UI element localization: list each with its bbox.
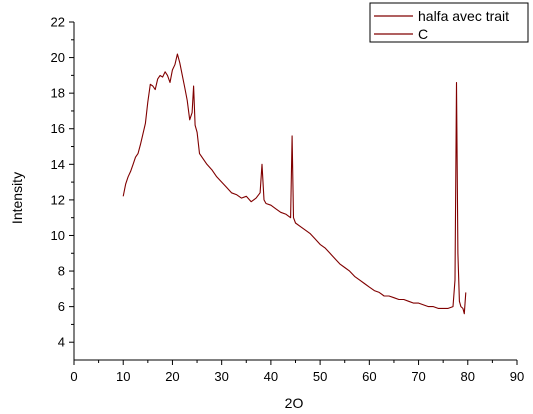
x-tick-label: 70 [411, 369, 425, 384]
x-tick-label: 80 [461, 369, 475, 384]
y-tick-label: 18 [51, 86, 65, 101]
x-tick-label: 10 [116, 369, 130, 384]
legend: halfa avec trait C [369, 2, 529, 43]
x-tick-label: 30 [214, 369, 228, 384]
y-tick-label: 10 [51, 228, 65, 243]
series-line-1 [122, 53, 467, 315]
axes [73, 22, 517, 361]
y-tick-label: 4 [58, 335, 65, 350]
x-tick-label: 50 [313, 369, 327, 384]
y-tick-label: 20 [51, 50, 65, 65]
legend-label-2: C [418, 26, 428, 42]
x-axis-title: 2O [285, 395, 304, 411]
ticks: 0 10 20 30 40 50 60 70 80 90 4 6 8 10 12 14 16 18 20 22 [51, 15, 525, 385]
y-axis-title: Intensity [9, 172, 25, 224]
legend-label-1: halfa avec trait [418, 8, 509, 24]
y-tick-label: 16 [51, 121, 65, 136]
y-tick-label: 12 [51, 192, 65, 207]
y-tick-label: 8 [58, 264, 65, 279]
y-tick-label: 22 [51, 15, 65, 30]
x-tick-label: 60 [362, 369, 376, 384]
x-tick-label: 90 [510, 369, 524, 384]
y-tick-label: 14 [51, 157, 65, 172]
plot-area [122, 53, 467, 315]
legend-box [369, 2, 529, 43]
x-tick-label: 0 [70, 369, 77, 384]
x-tick-label: 20 [165, 369, 179, 384]
y-tick-label: 6 [58, 299, 65, 314]
x-tick-label: 40 [264, 369, 278, 384]
